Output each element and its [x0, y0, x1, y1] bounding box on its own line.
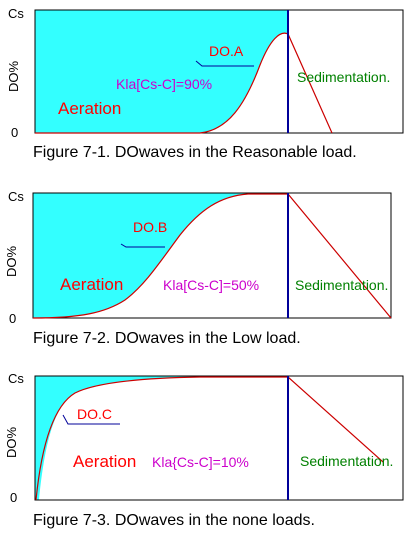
kla-label: Kla{Cs-C]=10% [152, 454, 249, 470]
sedimentation-label: Sedimentation. [295, 277, 388, 293]
figure-caption: Figure 7-2. DOwaves in the Low load. [33, 330, 301, 347]
do-a-curve [35, 32, 333, 134]
aeration-label: Aeration [60, 275, 123, 294]
aeration-area-fill [35, 10, 288, 133]
do-b-curve [32, 193, 392, 319]
kla-label: Kla[Cs-C]=90% [116, 76, 212, 92]
y-zero-label: 0 [9, 311, 16, 326]
y-axis-label: DO% [6, 61, 21, 93]
aeration-area-fill [33, 193, 288, 318]
chart-frame [32, 192, 392, 319]
curve-label: DO.A [209, 43, 244, 59]
do-c-leader-line [62, 414, 120, 425]
y-axis-label: DO% [4, 246, 19, 278]
y-top-label: Cs [8, 6, 24, 21]
panel-1: Cs DO% 0 DO.A Kla[Cs-C]=90% Aeration Sed… [6, 6, 404, 161]
sedimentation-label: Sedimentation. [300, 453, 393, 469]
chart-frame [34, 375, 404, 501]
aeration-label: Aeration [58, 99, 121, 118]
aeration-label: Aeration [73, 452, 136, 471]
do-b-leader-line [120, 243, 165, 248]
panel-3: Cs DO% 0 DO.C Aeration Kla{Cs-C]=10% Sed… [4, 371, 404, 529]
sedimentation-label: Sedimentation. [297, 69, 390, 85]
panel-2: Cs DO% 0 DO.B Aeration Kla[Cs-C]=50% Sed… [4, 189, 392, 347]
aeration-area-fill [35, 376, 288, 500]
figure-caption: Figure 7-1. DOwaves in the Reasonable lo… [33, 144, 357, 161]
curve-label: DO.C [77, 406, 112, 422]
do-a-leader-line [195, 60, 254, 67]
do-c-curve [35, 376, 384, 501]
y-top-label: Cs [8, 189, 24, 204]
curve-label: DO.B [133, 219, 167, 235]
kla-label: Kla[Cs-C]=50% [163, 277, 259, 293]
y-axis-label: DO% [4, 427, 19, 459]
y-zero-label: 0 [10, 490, 17, 505]
y-top-label: Cs [8, 371, 24, 386]
y-zero-label: 0 [11, 125, 18, 140]
chart-frame [34, 9, 404, 134]
figure-caption: Figure 7-3. DOwaves in the none loads. [33, 512, 315, 529]
